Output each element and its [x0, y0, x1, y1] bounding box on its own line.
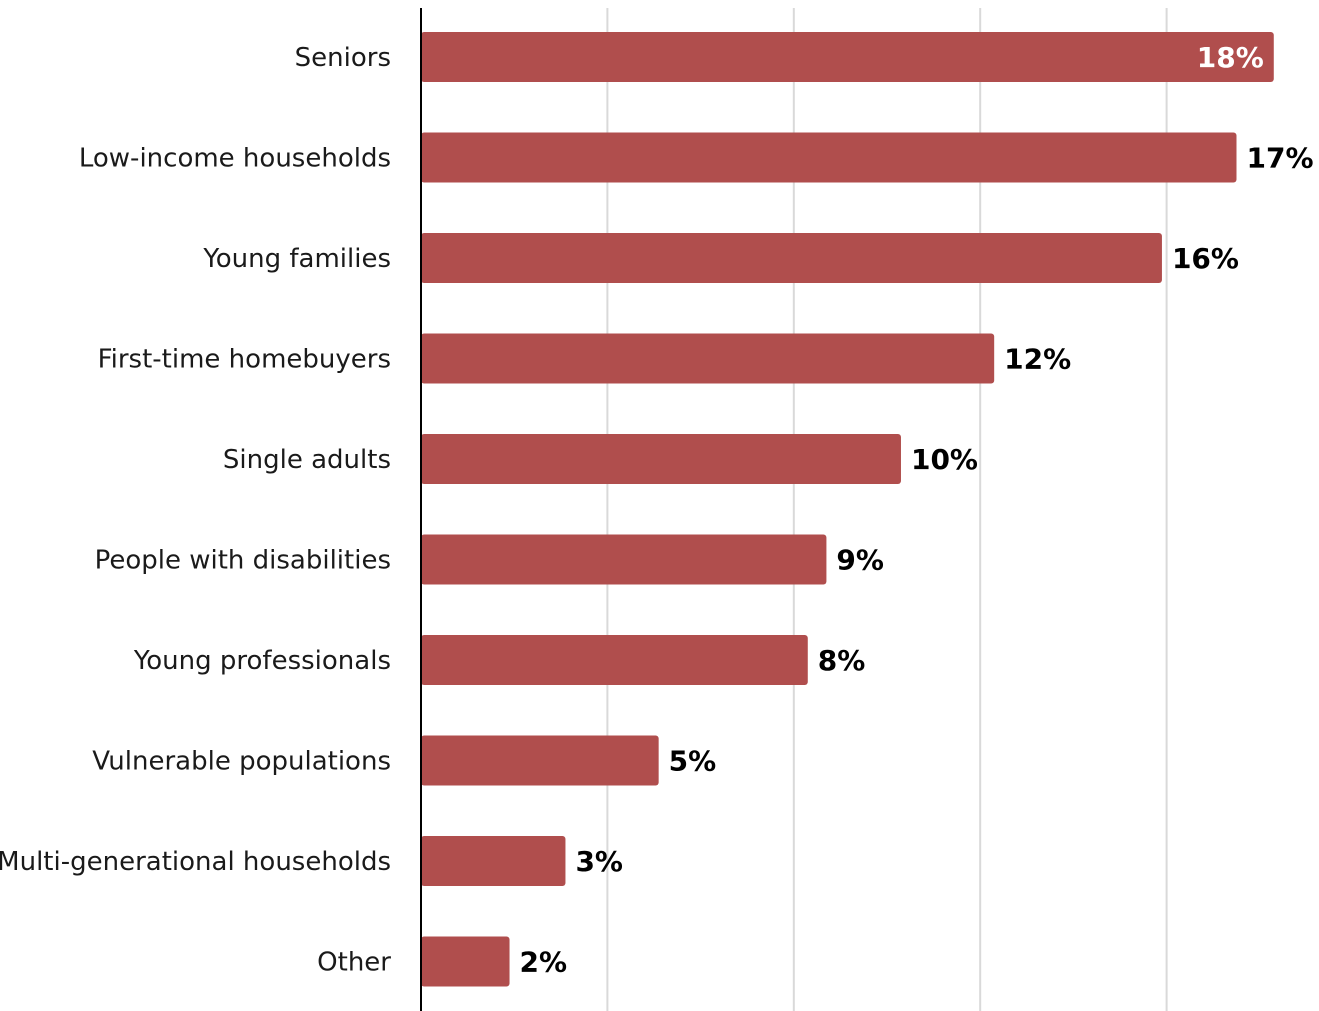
- category-label: Young professionals: [133, 646, 391, 676]
- category-label: People with disabilities: [95, 546, 391, 576]
- value-labels: 18% 17% 16% 12% 10% 9% 8% 5% 3% 2%: [520, 41, 1314, 979]
- value-label: 18%: [1197, 41, 1264, 74]
- value-label: 12%: [1004, 343, 1071, 376]
- bar: [421, 32, 1274, 82]
- value-label: 5%: [669, 745, 717, 778]
- bar: [421, 132, 1237, 183]
- value-label: 8%: [818, 644, 866, 677]
- bars: [421, 32, 1274, 987]
- bar: [421, 534, 827, 585]
- value-label: 3%: [575, 845, 623, 878]
- bar: [421, 936, 510, 987]
- bar: [421, 434, 901, 484]
- value-label: 17%: [1247, 142, 1314, 175]
- category-label: Multi-generational households: [0, 847, 391, 877]
- bar: [421, 233, 1162, 283]
- category-label: Single adults: [223, 445, 391, 475]
- category-label: Seniors: [295, 43, 391, 73]
- value-label: 2%: [520, 946, 568, 979]
- bar: [421, 836, 566, 886]
- category-label: Young families: [202, 244, 391, 274]
- category-label: Low-income households: [79, 144, 391, 174]
- bar: [421, 333, 995, 384]
- category-label: Vulnerable populations: [92, 747, 391, 777]
- category-label: First-time homebuyers: [98, 345, 391, 375]
- bar: [421, 635, 808, 685]
- category-label: Other: [317, 948, 391, 978]
- category-labels: Seniors Low-income households Young famili…: [0, 43, 391, 978]
- value-label: 10%: [911, 443, 978, 476]
- value-label: 9%: [836, 544, 884, 577]
- value-label: 16%: [1172, 242, 1239, 275]
- bar: [421, 735, 659, 786]
